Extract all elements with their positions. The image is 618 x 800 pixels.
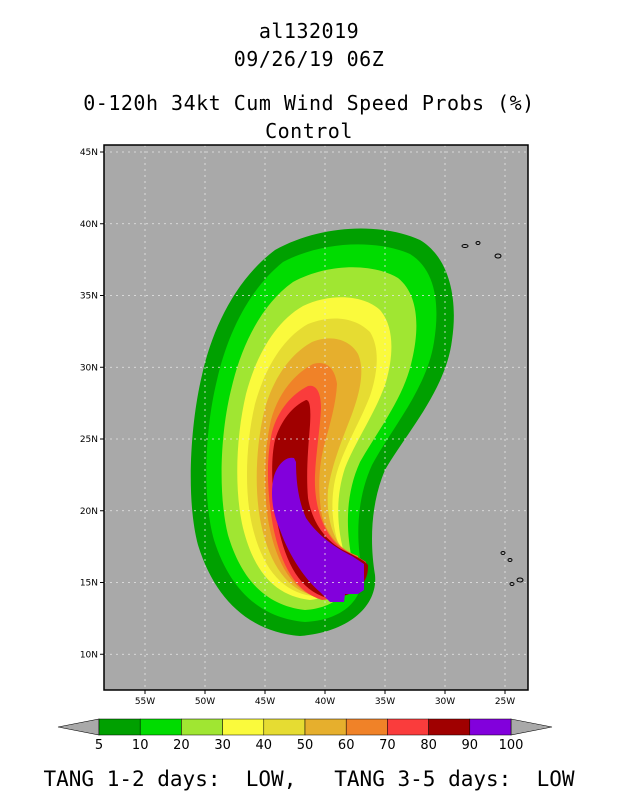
colorbar-swatch <box>263 718 306 736</box>
island-outline <box>509 582 515 586</box>
colorbar-swatch <box>304 718 347 736</box>
colorbar-level-label: 20 <box>173 738 190 753</box>
longitude-axis: 55W 50W 45W 40W 35W 30W 25W <box>135 690 515 707</box>
lon-label: 30W <box>435 697 455 707</box>
island-outline <box>500 551 506 555</box>
colorbar-level-label: 30 <box>214 738 231 753</box>
latitude-axis: 45N 40N 35N 30N 25N 20N 15N 10N <box>80 148 104 660</box>
lat-label: 30N <box>80 363 98 373</box>
island-outline <box>507 558 513 562</box>
colorbar-swatch <box>428 718 471 736</box>
lon-label: 40W <box>315 697 335 707</box>
colorbar-high-arrow <box>510 718 553 736</box>
colorbar-swatch <box>222 718 265 736</box>
lon-label: 50W <box>195 697 215 707</box>
lat-label: 35N <box>80 292 98 302</box>
map-border <box>103 144 529 691</box>
colorbar-level-label: 60 <box>338 738 355 753</box>
island-outline <box>475 241 481 245</box>
colorbar-swatch <box>98 718 141 736</box>
colorbar: 5 10 20 30 40 50 60 70 80 90 100 <box>57 718 553 753</box>
lat-label: 10N <box>80 650 98 660</box>
probability-contours <box>190 228 454 636</box>
colorbar-level-label: 90 <box>462 738 479 753</box>
lat-label: 15N <box>80 579 98 589</box>
lat-label: 25N <box>80 435 98 445</box>
product-title: 0-120h 34kt Cum Wind Speed Probs (%) <box>83 91 535 115</box>
colorbar-level-label: 40 <box>256 738 273 753</box>
colorbar-swatch <box>469 718 512 736</box>
lon-label: 45W <box>255 697 275 707</box>
island-outline <box>516 577 524 583</box>
storm-id-title: al132019 <box>258 19 360 43</box>
colorbar-swatch <box>181 718 223 736</box>
tang-summary: TANG 1-2 days: LOW, TANG 3-5 days: LOW <box>43 767 575 791</box>
colorbar-level-label: 10 <box>132 738 149 753</box>
lon-label: 55W <box>135 697 155 707</box>
graticule <box>104 145 528 690</box>
lat-label: 20N <box>80 507 98 517</box>
colorbar-level-label: 70 <box>379 738 396 753</box>
datetime-title: 09/26/19 06Z <box>233 47 385 71</box>
lon-label: 25W <box>495 697 515 707</box>
contour-90-pct <box>272 457 364 602</box>
colorbar-swatch <box>139 718 182 736</box>
lon-label: 35W <box>375 697 395 707</box>
subtitle: Control <box>265 119 353 143</box>
lat-label: 40N <box>80 220 98 230</box>
colorbar-level-label: 100 <box>499 738 524 753</box>
colorbar-level-label: 80 <box>420 738 437 753</box>
map-area <box>104 145 528 690</box>
lat-label: 45N <box>80 148 98 158</box>
colorbar-swatch <box>345 718 388 736</box>
colorbar-low-arrow <box>57 718 100 736</box>
colorbar-level-label: 50 <box>297 738 314 753</box>
island-outline <box>461 244 469 248</box>
probability-map: 45N 40N 35N 30N 25N 20N 15N 10N 55W 50W 45W 40W 35W… <box>57 144 553 753</box>
island-outline <box>494 253 502 259</box>
islands <box>461 241 524 586</box>
colorbar-level-label: 5 <box>95 738 103 753</box>
colorbar-swatch <box>387 718 429 736</box>
